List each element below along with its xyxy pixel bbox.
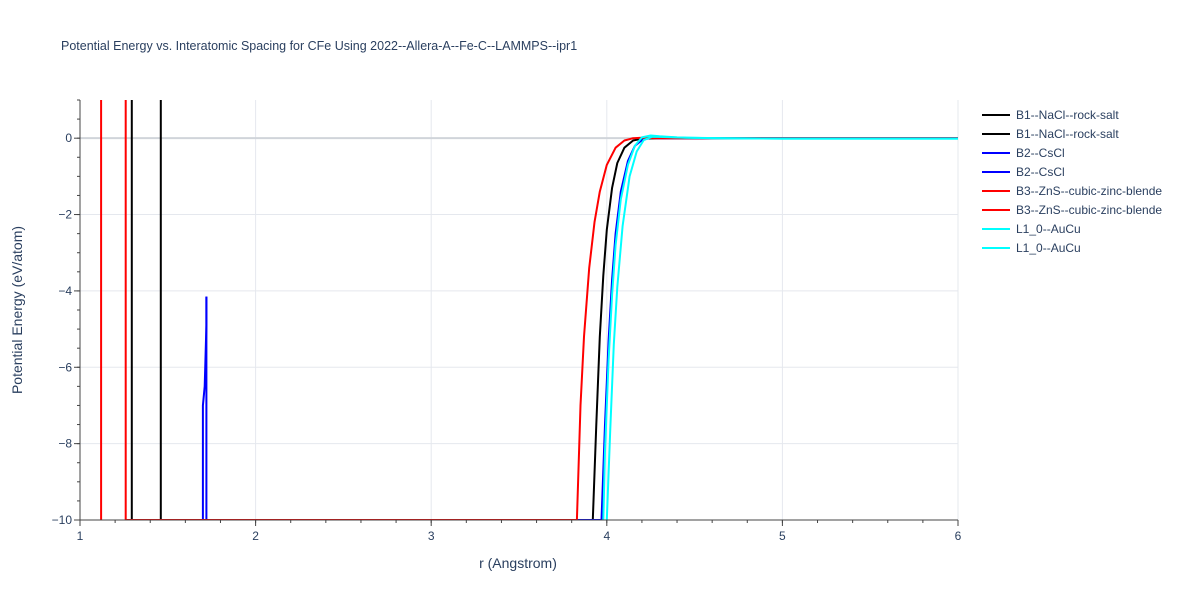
x-axis-title: r (Angstrom) bbox=[479, 555, 557, 571]
legend-label: L1_0--AuCu bbox=[1016, 241, 1081, 255]
legend-item-7[interactable]: L1_0--AuCu bbox=[982, 241, 1081, 255]
legend-label: B1--NaCl--rock-salt bbox=[1016, 108, 1119, 122]
legend-item-1[interactable]: B1--NaCl--rock-salt bbox=[982, 127, 1119, 141]
legend-item-0[interactable]: B1--NaCl--rock-salt bbox=[982, 108, 1119, 122]
y-tick-label: −6 bbox=[58, 360, 72, 374]
y-tick-label: −10 bbox=[52, 513, 73, 527]
x-tick-label: 1 bbox=[77, 529, 84, 543]
x-tick-label: 2 bbox=[252, 529, 259, 543]
x-tick-label: 4 bbox=[603, 529, 610, 543]
legend-label: B3--ZnS--cubic-zinc-blende bbox=[1016, 203, 1162, 217]
x-tick-label: 5 bbox=[779, 529, 786, 543]
y-tick-label: −8 bbox=[58, 437, 72, 451]
x-tick-label: 6 bbox=[955, 529, 962, 543]
legend-label: L1_0--AuCu bbox=[1016, 222, 1081, 236]
chart-title: Potential Energy vs. Interatomic Spacing… bbox=[61, 39, 577, 53]
legend-label: B3--ZnS--cubic-zinc-blende bbox=[1016, 184, 1162, 198]
legend[interactable]: B1--NaCl--rock-salt B1--NaCl--rock-salt B2… bbox=[982, 108, 1162, 255]
legend-item-3[interactable]: B2--CsCl bbox=[982, 165, 1065, 179]
legend-label: B2--CsCl bbox=[1016, 146, 1065, 160]
y-gridlines bbox=[80, 137, 958, 445]
legend-item-6[interactable]: L1_0--AuCu bbox=[982, 222, 1081, 236]
legend-item-5[interactable]: B3--ZnS--cubic-zinc-blende bbox=[982, 203, 1162, 217]
y-tick-label: 0 bbox=[65, 131, 72, 145]
x-tick-label: 3 bbox=[428, 529, 435, 543]
x-axis-ticks: 1 2 3 4 5 6 bbox=[77, 519, 962, 543]
legend-label: B1--NaCl--rock-salt bbox=[1016, 127, 1119, 141]
series-line-6 bbox=[602, 134, 958, 520]
legend-item-2[interactable]: B2--CsCl bbox=[982, 146, 1065, 160]
y-tick-label: −4 bbox=[58, 284, 72, 298]
legend-label: B2--CsCl bbox=[1016, 165, 1065, 179]
series-line-3 bbox=[205, 136, 958, 520]
series-line-7 bbox=[605, 135, 958, 520]
legend-item-4[interactable]: B3--ZnS--cubic-zinc-blende bbox=[982, 184, 1162, 198]
x-gridlines bbox=[255, 100, 959, 520]
series-line-1 bbox=[159, 100, 958, 520]
y-tick-label: −2 bbox=[58, 208, 72, 222]
series-line-5 bbox=[124, 100, 958, 520]
series-layer bbox=[100, 100, 958, 520]
y-axis-ticks: 0 −2 −4 −6 −8 −10 bbox=[52, 99, 81, 527]
y-axis-title: Potential Energy (eV/atom) bbox=[9, 226, 25, 394]
